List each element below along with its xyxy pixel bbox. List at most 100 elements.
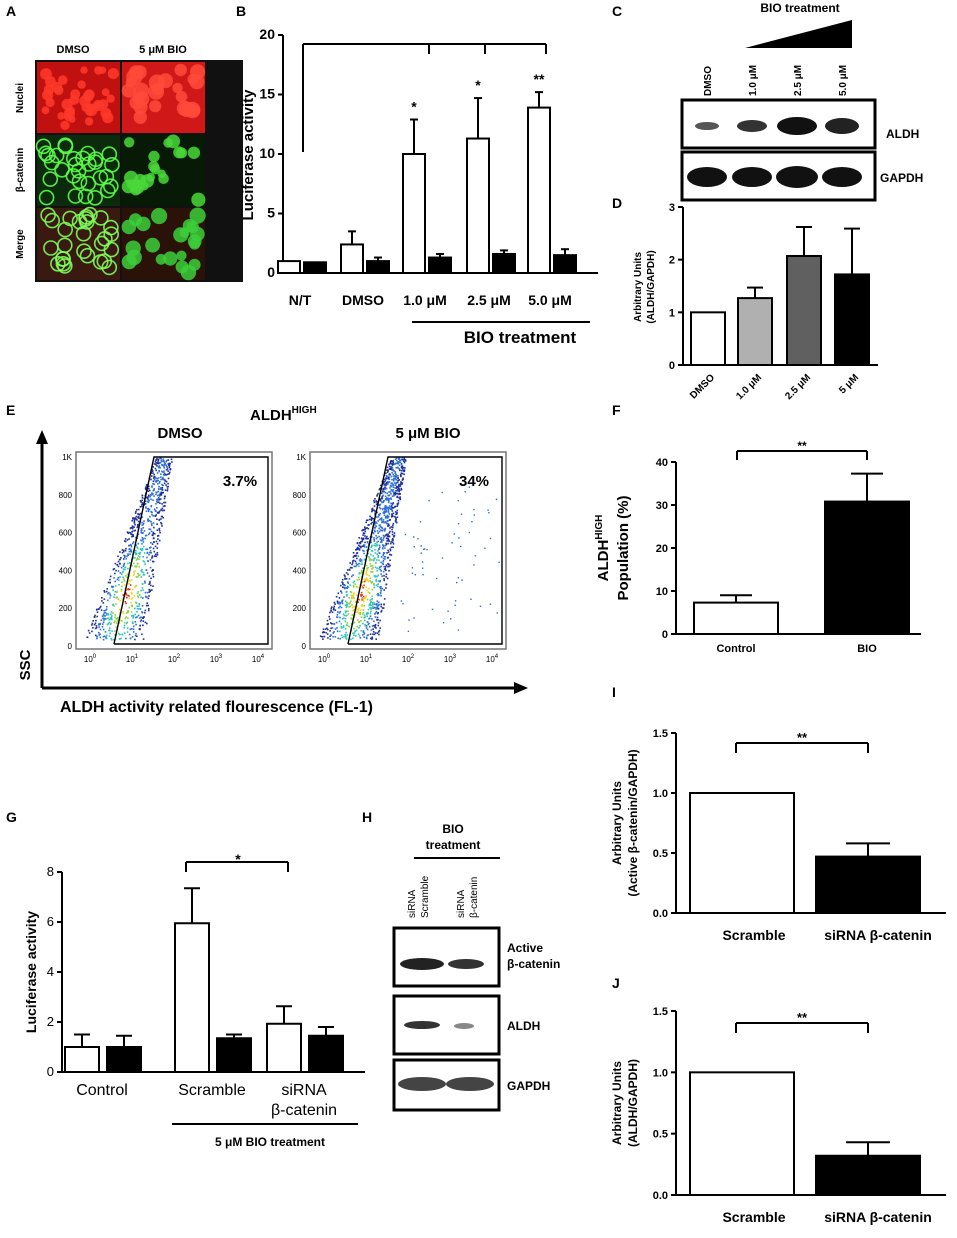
flow-event bbox=[104, 611, 106, 614]
flow-event bbox=[110, 611, 113, 613]
flow-event bbox=[326, 623, 328, 626]
flow-event bbox=[139, 620, 142, 623]
flow-event bbox=[399, 497, 401, 500]
flow-event bbox=[457, 577, 460, 579]
flow-event bbox=[166, 473, 169, 476]
cell bbox=[66, 150, 82, 167]
flow-event bbox=[386, 515, 389, 518]
flow-event bbox=[329, 618, 331, 620]
flow-event bbox=[376, 553, 378, 556]
flow-event bbox=[158, 469, 160, 472]
flow-event bbox=[345, 624, 348, 626]
flow-event bbox=[378, 507, 381, 509]
flow-event bbox=[385, 484, 387, 487]
flow-event bbox=[322, 631, 325, 633]
flow-event bbox=[128, 575, 131, 577]
flow-event bbox=[155, 555, 158, 558]
flow-event bbox=[353, 580, 356, 583]
flow-event bbox=[350, 597, 353, 599]
flow-event bbox=[387, 551, 390, 553]
flow-event bbox=[160, 518, 162, 520]
flow-event bbox=[364, 527, 367, 530]
flow-event bbox=[387, 494, 389, 497]
flow-event bbox=[378, 552, 381, 554]
flow-event bbox=[120, 620, 123, 622]
flow-event bbox=[373, 582, 375, 585]
flow-event bbox=[161, 489, 164, 491]
cell bbox=[76, 243, 92, 259]
flow-event bbox=[341, 602, 344, 605]
flow-event bbox=[159, 462, 162, 464]
flow-event bbox=[391, 490, 394, 493]
flow-event bbox=[337, 602, 340, 605]
y-tick-label: 0.0 bbox=[653, 1190, 668, 1202]
flow-event bbox=[159, 457, 161, 459]
y-axis-label-1: Arbitrary Units bbox=[610, 781, 624, 865]
flow-event bbox=[165, 459, 168, 462]
flow-event bbox=[358, 537, 360, 539]
flow-event bbox=[368, 587, 370, 590]
flow-event bbox=[140, 531, 142, 534]
flow-event bbox=[359, 560, 362, 562]
flow-event bbox=[138, 617, 141, 619]
y-tick-label: 0 bbox=[669, 360, 675, 372]
flow-event bbox=[122, 611, 124, 613]
flow-event bbox=[358, 572, 361, 575]
flow-event bbox=[345, 591, 348, 593]
flow-event bbox=[149, 515, 151, 518]
flow-event bbox=[420, 545, 422, 547]
flow-event bbox=[153, 533, 156, 535]
flow-event bbox=[394, 511, 397, 513]
flow-event bbox=[156, 499, 159, 501]
flow-event bbox=[395, 490, 397, 492]
flow-event bbox=[456, 581, 458, 584]
flow-event bbox=[153, 541, 155, 543]
flow-event bbox=[393, 492, 396, 495]
flow-event bbox=[377, 556, 379, 558]
bar-white bbox=[527, 106, 551, 274]
flow-event bbox=[148, 485, 150, 488]
flow-event bbox=[363, 616, 365, 619]
flow-event bbox=[387, 565, 389, 568]
flow-event bbox=[146, 556, 148, 559]
flow-event bbox=[392, 480, 395, 482]
cell bbox=[55, 255, 72, 272]
flow-event bbox=[144, 580, 146, 583]
flow-event bbox=[347, 573, 349, 576]
flow-event bbox=[152, 560, 155, 563]
flow-event bbox=[376, 607, 379, 610]
flow-event bbox=[366, 519, 368, 522]
y-axis-label-1: Arbitrary Units bbox=[633, 252, 644, 322]
flow-event bbox=[142, 571, 145, 574]
flow-event bbox=[102, 635, 105, 638]
flow-event bbox=[402, 470, 405, 472]
flow-event bbox=[393, 482, 396, 484]
flow-event bbox=[349, 602, 351, 604]
flow-event bbox=[368, 622, 370, 625]
flow-event bbox=[147, 609, 150, 612]
panel-label-J: J bbox=[612, 975, 620, 991]
flow-event bbox=[346, 634, 349, 636]
flow-event bbox=[358, 544, 360, 547]
flow-event bbox=[391, 531, 394, 533]
flow-event bbox=[394, 471, 397, 474]
flow-event bbox=[127, 554, 129, 556]
y-axis-label-1: Arbitrary Units bbox=[610, 1061, 624, 1145]
flow-event bbox=[382, 520, 384, 523]
flow-event bbox=[365, 627, 368, 629]
flow-event bbox=[382, 570, 385, 573]
flow-event bbox=[353, 565, 356, 568]
flow-event bbox=[401, 479, 404, 481]
flow-event bbox=[383, 521, 385, 524]
flow-event bbox=[148, 583, 150, 585]
flow-event bbox=[392, 461, 394, 464]
flow-event bbox=[395, 479, 397, 481]
flow-event bbox=[351, 575, 353, 578]
flow-event bbox=[366, 569, 368, 571]
flow-event bbox=[377, 631, 380, 633]
flow-event bbox=[356, 594, 358, 596]
y-tick-label: 2 bbox=[669, 255, 675, 267]
flow-event bbox=[371, 507, 374, 510]
flow-event bbox=[365, 577, 368, 580]
flow-event bbox=[431, 608, 434, 611]
